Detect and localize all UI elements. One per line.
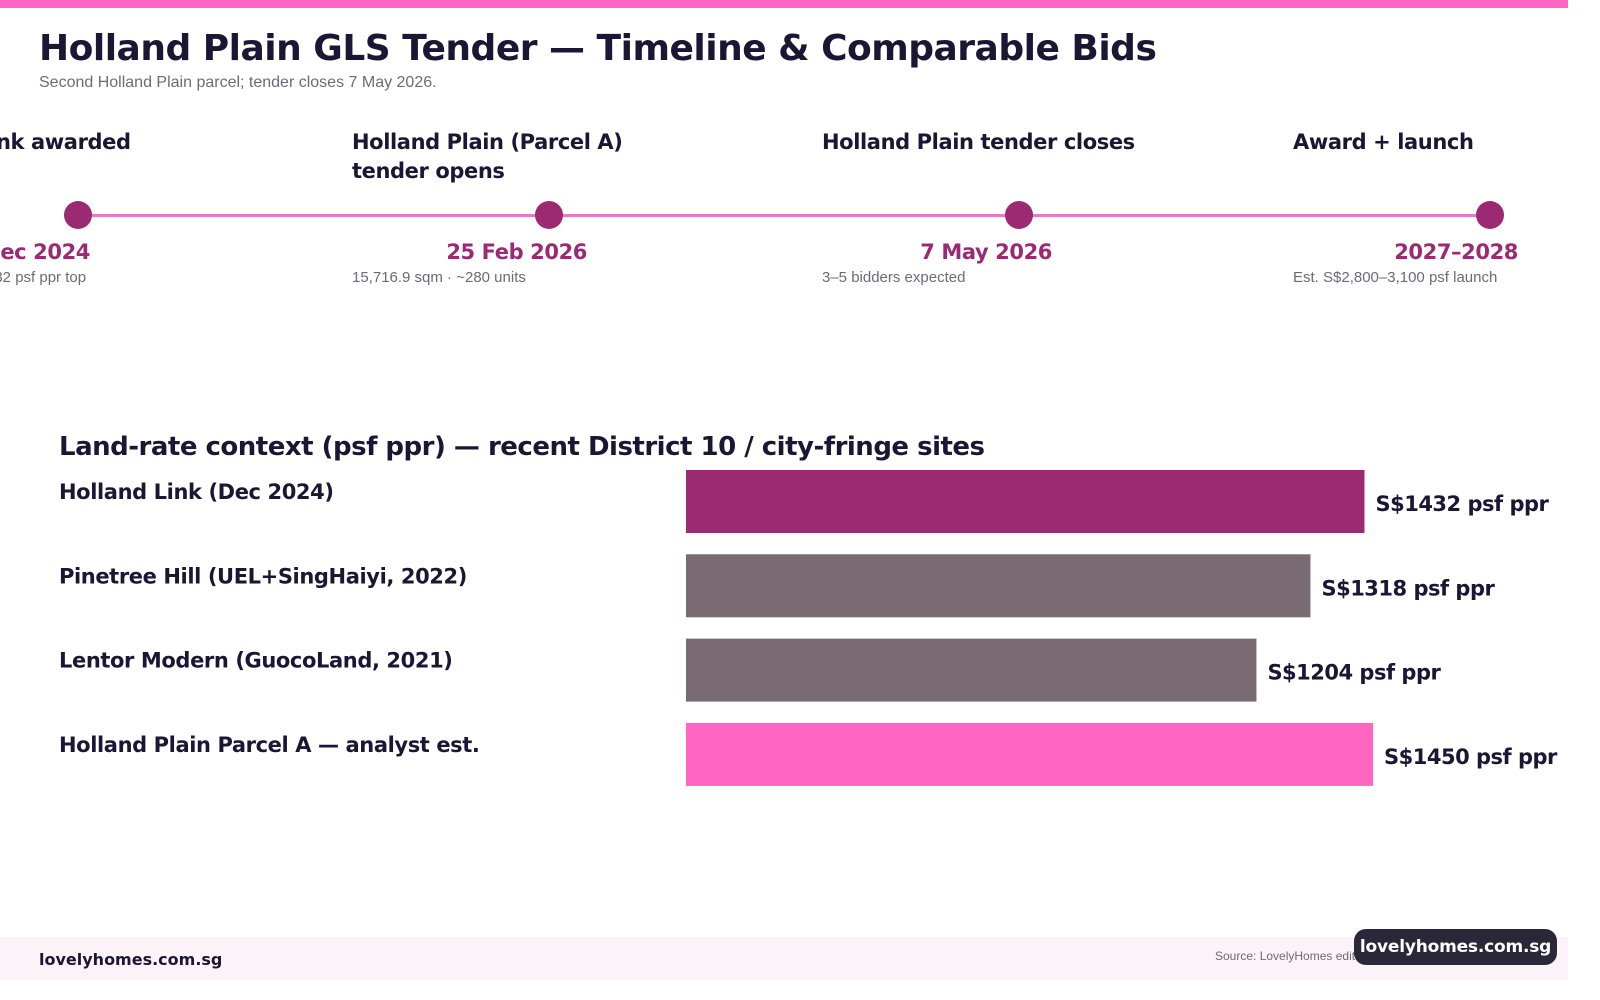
milestone-dot: [64, 201, 92, 229]
milestone-note: 3–5 bidders expected: [822, 269, 966, 286]
watermark-badge: lovelyhomes.com.sg: [1354, 929, 1557, 965]
bar: [686, 638, 1257, 702]
bar: [686, 554, 1311, 618]
milestone-date: 2027–2028: [1394, 240, 1518, 264]
milestone-date: 25 Feb 2026: [446, 240, 587, 264]
top-accent-bar: [0, 0, 1568, 8]
milestone-note: Est. S$2,800–3,100 psf launch: [1293, 269, 1498, 286]
bar-value-label: S$1432 psf ppr: [1375, 492, 1549, 516]
milestone-note: 432 psf ppr top: [0, 269, 87, 286]
milestone-dot: [535, 201, 563, 229]
bar-value-label: S$1204 psf ppr: [1267, 661, 1441, 685]
bar-category-label: Pinetree Hill (UEL+SingHaiyi, 2022): [59, 564, 467, 588]
bar-category-label: Holland Link (Dec 2024): [59, 480, 334, 504]
milestone-dot: [1476, 201, 1504, 229]
chart-title: Land-rate context (psf ppr) — recent Dis…: [59, 432, 985, 462]
bar-category-label: Holland Plain Parcel A — analyst est.: [59, 733, 480, 757]
bar-value-label: S$1318 psf ppr: [1321, 576, 1495, 600]
footer-brand: lovelyhomes.com.sg: [39, 950, 223, 969]
page-subtitle: Second Holland Plain parcel; tender clos…: [39, 74, 437, 91]
milestone-label: Award + launch: [1293, 130, 1474, 154]
milestone-label: Holland Plain (Parcel A) tender opens: [352, 130, 623, 183]
page-title: Holland Plain GLS Tender — Timeline & Co…: [39, 28, 1157, 69]
milestone-date: Dec 2024: [0, 240, 90, 264]
bar-category-label: Lentor Modern (GuocoLand, 2021): [59, 649, 452, 673]
milestone-note: 15,716.9 sqm · ~280 units: [352, 269, 526, 286]
milestone-label: nk awarded: [0, 130, 131, 154]
bar-chart: Holland Link (Dec 2024) S$1432 psf ppr Pin…: [59, 470, 1559, 786]
milestone-label: Holland Plain tender closes: [822, 130, 1135, 154]
timeline-line: [78, 214, 1490, 217]
bar-value-label: S$1450 psf ppr: [1384, 745, 1558, 769]
milestone-date: 7 May 2026: [920, 240, 1052, 264]
bar: [686, 722, 1373, 786]
footer: [0, 937, 1568, 980]
bar: [686, 470, 1365, 533]
milestone-dot: [1005, 201, 1033, 229]
